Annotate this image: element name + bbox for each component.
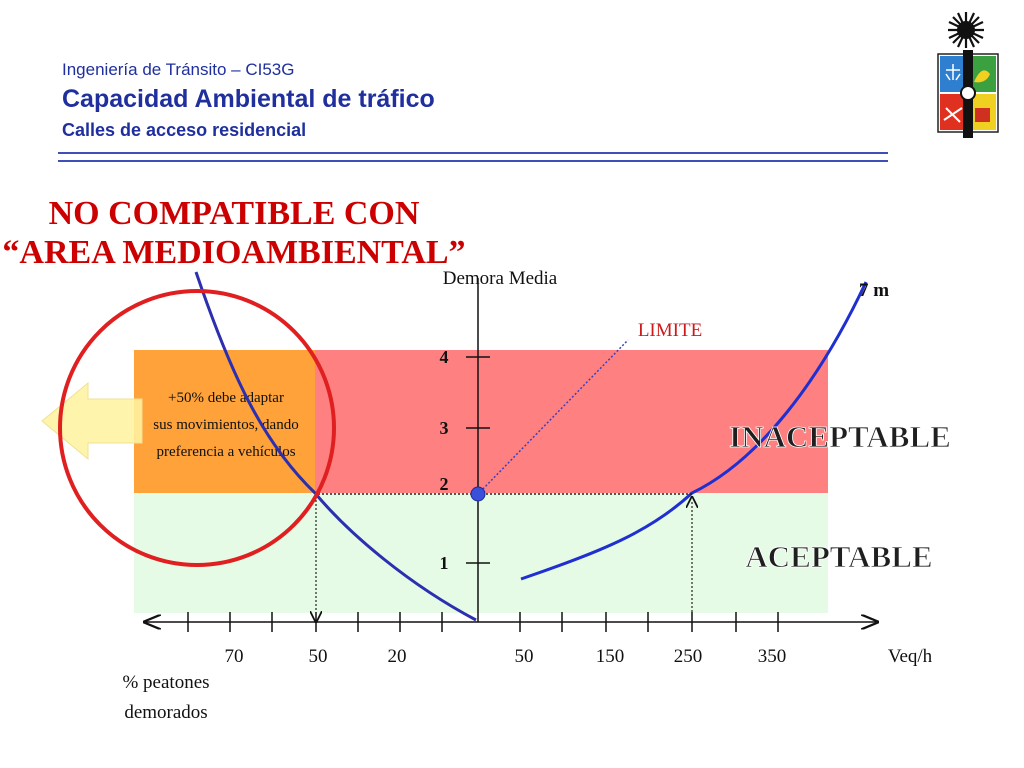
- xtick-label-right-250: 250: [674, 646, 703, 667]
- shield-icon: [937, 50, 999, 138]
- ytick-label-3: 3: [440, 418, 449, 438]
- header-rule-bottom: [58, 160, 888, 162]
- xtick-label-right-350: 350: [758, 646, 787, 667]
- ytick-label-1: 1: [440, 553, 449, 573]
- x-axis-label-right: Veq/h: [888, 646, 933, 667]
- aceptable-zone: [134, 493, 828, 613]
- warning-circle: [58, 289, 336, 567]
- pedestrian-delay-curve: [194, 271, 477, 622]
- xtick-label-right-150: 150: [596, 646, 625, 667]
- xtick-label-left-70: 70: [225, 646, 244, 667]
- slide-subtitle: Calles de acceso residencial: [62, 120, 307, 140]
- limit-label: LIMITE: [638, 320, 702, 341]
- zone-label-inaceptable: INACEPTABLE: [729, 419, 951, 454]
- note-line-1: +50% debe adaptar: [168, 390, 284, 406]
- warning-line-1: NO COMPATIBLE CON: [49, 195, 420, 232]
- limit-point: [470, 486, 486, 502]
- course-name: Ingeniería de Tránsito – CI53G: [62, 60, 295, 79]
- series-7m-curve: [520, 281, 868, 581]
- university-crest-logo: [937, 12, 999, 138]
- ytick-label-2: 2: [440, 474, 449, 494]
- zone-label-aceptable: ACEPTABLE: [745, 539, 932, 574]
- star-burst-icon: [948, 12, 984, 48]
- pedestrian-note-zone: [134, 350, 315, 493]
- inaceptable-zone: [315, 350, 828, 493]
- x-axis-label-left-line-2: demorados: [124, 702, 207, 723]
- limit-pointer-line: [479, 339, 629, 493]
- xtick-label-left-50: 50: [309, 646, 328, 667]
- header-rule-top: [58, 152, 888, 154]
- xtick-label-left-20: 20: [388, 646, 407, 667]
- xtick-label-right-50: 50: [515, 646, 534, 667]
- ytick-label-4: 4: [440, 347, 449, 367]
- left-arrow-icon: [41, 381, 143, 461]
- x-axis-label-left-line-1: % peatones: [122, 672, 209, 693]
- slide-title: Capacidad Ambiental de tráfico: [62, 85, 435, 113]
- y-axis-label: Demora Media: [443, 268, 558, 289]
- series-label-7m: 7 m: [859, 280, 889, 301]
- note-line-3: preferencia a vehículos: [156, 444, 295, 460]
- warning-line-2: “AREA MEDIOAMBIENTAL”: [2, 234, 465, 271]
- note-line-2: sus movimientos, dando: [153, 417, 298, 433]
